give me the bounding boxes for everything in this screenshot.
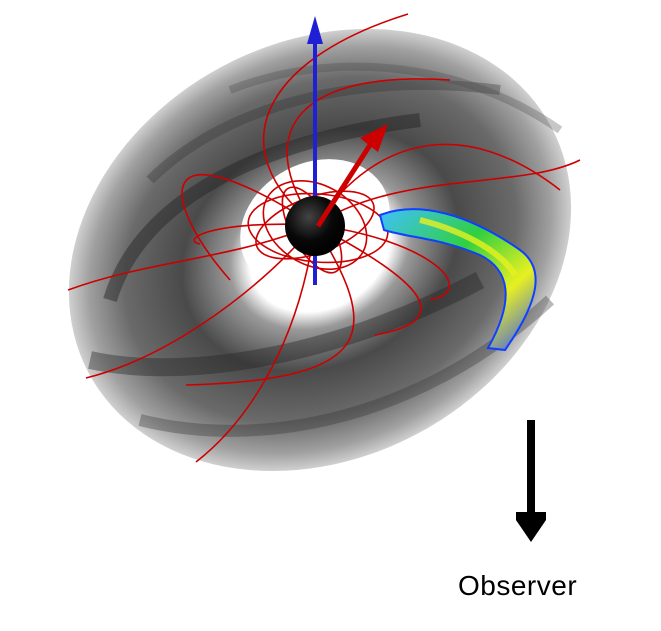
star: [285, 196, 345, 256]
accretion-disk: [68, 28, 572, 472]
observer-label: Observer: [458, 570, 578, 601]
observer-arrow: [516, 420, 546, 542]
magnetic-axis-arrow: [315, 124, 388, 228]
accretion-stream: [378, 208, 537, 352]
